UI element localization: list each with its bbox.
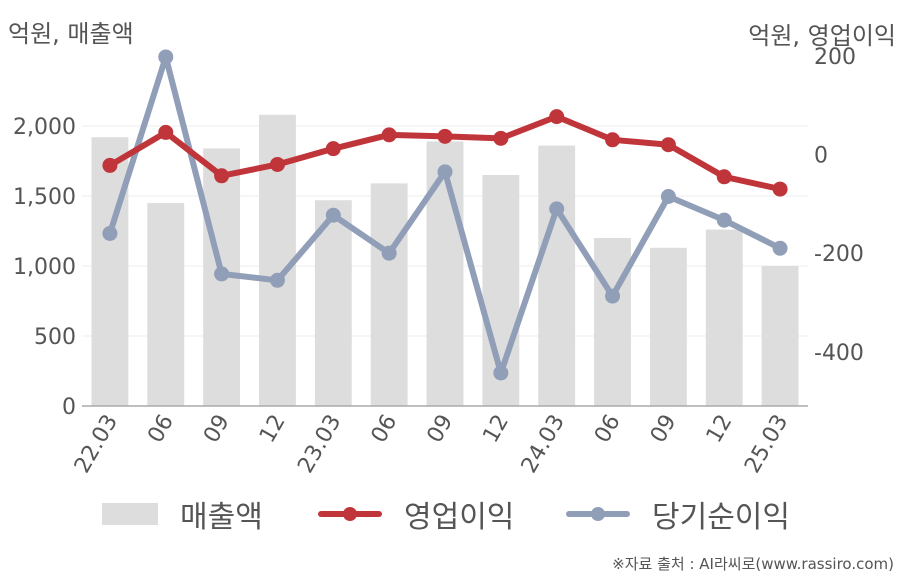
x-tick-label: 09 [199,411,235,448]
net-income-point [437,164,453,180]
left-tick-label: 0 [62,395,76,420]
net-income-point [549,201,565,217]
x-tick-label: 12 [255,411,291,448]
net-income-point [772,240,788,256]
right-tick-label: -200 [814,242,864,267]
left-tick-label: 2,000 [13,115,76,140]
revenue-bar [538,145,576,406]
legend-label-net-income: 당기순이익 [652,500,790,535]
legend-item-revenue: 매출액 [102,492,263,536]
x-tick-label: 12 [702,411,738,448]
right-axis-title: 억원, 영업이익 [748,22,896,50]
net-income-point [325,207,341,223]
legend-swatch-operating-profit [318,503,382,525]
net-income-point [269,272,285,288]
x-tick-label: 09 [423,411,459,448]
legend-swatch-revenue [102,503,158,525]
left-tick-label: 1,000 [13,255,76,280]
legend-label-revenue: 매출액 [180,500,263,535]
legend-label-operating-profit: 영업이익 [404,500,515,535]
revenue-bar [91,137,129,406]
revenue-bar [649,247,687,406]
x-tick-label: 25.03 [740,411,793,478]
x-tick-label: 24.03 [517,411,570,478]
operating-profit-point [660,137,676,153]
legend-swatch-net-income [566,503,630,525]
net-income-point [716,212,732,228]
x-tick-label: 12 [478,411,514,448]
operating-profit-point [605,132,621,148]
operating-profit-point [158,124,174,140]
revenue-bar [370,183,408,406]
revenue-bar [594,238,631,406]
operating-profit-point [325,141,341,157]
net-income-point [158,49,174,65]
left-tick-label: 1,500 [13,185,76,210]
operating-profit-point [549,109,565,125]
net-income-point [493,365,509,381]
left-tick-label: 500 [34,325,76,350]
x-tick-label: 22.03 [70,411,123,478]
net-income-point [102,225,118,241]
operating-profit-point [493,130,509,146]
operating-profit-point [269,156,285,172]
net-income-point [660,188,676,204]
x-tick-label: 06 [367,411,403,448]
operating-profit-point [381,127,397,143]
right-tick-label: 0 [814,144,828,169]
net-income-point [381,245,397,261]
revenue-bar [314,200,352,406]
right-tick-label: -400 [814,341,864,366]
x-tick-label: 06 [590,411,626,448]
revenue-bar [147,203,185,406]
net-income-point [605,288,621,304]
revenue-bar [705,229,743,406]
legend: 매출액 영업이익 당기순이익 [0,492,908,536]
operating-profit-point [437,128,453,144]
combo-chart: 0 500 1,000 1,500 2,000 -400 -200 0 200 22.03 06 09… [13,45,864,478]
x-tick-label: 06 [143,411,179,448]
net-income-point [214,266,230,282]
operating-profit-point [772,181,788,197]
x-tick-label: 23.03 [293,411,346,478]
source-note: ※자료 출처 : AI라씨로(www.rassiro.com) [612,555,894,573]
left-axis-title: 억원, 매출액 [8,20,134,48]
legend-item-net-income: 당기순이익 [566,492,790,536]
revenue-bar [761,266,799,406]
operating-profit-point [716,169,732,185]
operating-profit-point [102,157,118,173]
operating-profit-point [214,168,230,184]
x-tick-label: 09 [646,411,682,448]
legend-item-operating-profit: 영업이익 [318,492,514,536]
right-tick-label: 200 [814,45,856,70]
